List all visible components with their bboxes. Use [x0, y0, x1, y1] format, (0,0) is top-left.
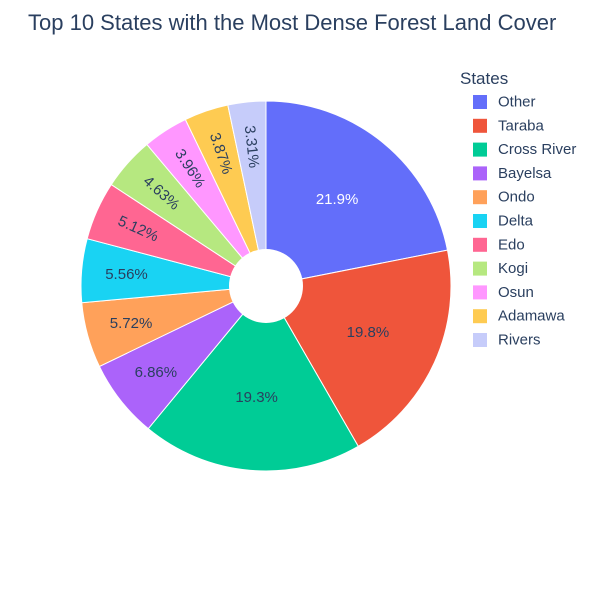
legend-label: Osun: [498, 284, 534, 301]
legend-title: States: [460, 69, 508, 88]
legend-swatch: [473, 285, 487, 300]
pie-slice-rivers[interactable]: [227, 100, 267, 287]
pie-slice-taraba[interactable]: [265, 249, 452, 448]
legend-swatch: [473, 333, 487, 347]
legend-label: Ondo: [498, 189, 535, 206]
pie-slice-cross-river[interactable]: [147, 285, 359, 472]
slice-label-bayelsa: 6.86%: [135, 364, 178, 381]
slice-label-rivers: 3.31%: [241, 125, 262, 169]
legend-label: Edo: [498, 236, 525, 253]
legend-label: Bayelsa: [498, 165, 552, 182]
legend-item-adamawa[interactable]: Adamawa: [473, 308, 565, 325]
legend-item-cross-river[interactable]: Cross River: [473, 141, 576, 158]
slice-label-cross-river: 19.3%: [235, 389, 278, 406]
legend-swatch: [473, 261, 487, 276]
legend-item-bayelsa[interactable]: Bayelsa: [473, 165, 552, 182]
legend[interactable]: States Other Taraba Cross River Bayelsa Ondo…: [460, 69, 576, 349]
legend-swatch: [473, 237, 487, 252]
legend-swatch: [473, 190, 487, 205]
pie: 21.9%19.8%19.3%6.86%5.72%5.56%5.12%4.63%…: [80, 100, 452, 472]
legend-swatch: [473, 95, 487, 109]
slice-label-delta: 5.56%: [105, 266, 148, 283]
legend-swatch: [473, 309, 487, 324]
legend-swatch: [473, 142, 487, 157]
legend-label: Taraba: [498, 117, 545, 134]
pie-slice-other[interactable]: [265, 100, 449, 287]
pie-hole: [229, 249, 303, 323]
legend-swatch: [473, 166, 487, 181]
legend-label: Other: [498, 94, 536, 111]
legend-item-kogi[interactable]: Kogi: [473, 260, 528, 277]
legend-swatch: [473, 118, 487, 133]
legend-items: Other Taraba Cross River Bayelsa Ondo Delta Ed…: [473, 94, 576, 349]
chart-title: Top 10 States with the Most Dense Forest…: [28, 10, 556, 35]
slice-label-other: 21.9%: [316, 191, 359, 208]
legend-label: Adamawa: [498, 308, 565, 325]
legend-item-taraba[interactable]: Taraba: [473, 117, 545, 134]
legend-item-other[interactable]: Other: [473, 94, 536, 111]
legend-item-osun[interactable]: Osun: [473, 284, 534, 301]
legend-swatch: [473, 214, 487, 228]
legend-item-edo[interactable]: Edo: [473, 236, 525, 253]
legend-label: Rivers: [498, 332, 541, 349]
legend-item-ondo[interactable]: Ondo: [473, 189, 535, 206]
slice-label-taraba: 19.8%: [347, 324, 390, 341]
legend-item-delta[interactable]: Delta: [473, 213, 534, 230]
legend-label: Cross River: [498, 141, 576, 158]
legend-label: Delta: [498, 213, 534, 230]
legend-label: Kogi: [498, 260, 528, 277]
slice-label-ondo: 5.72%: [110, 315, 153, 332]
legend-item-rivers[interactable]: Rivers: [473, 332, 541, 349]
